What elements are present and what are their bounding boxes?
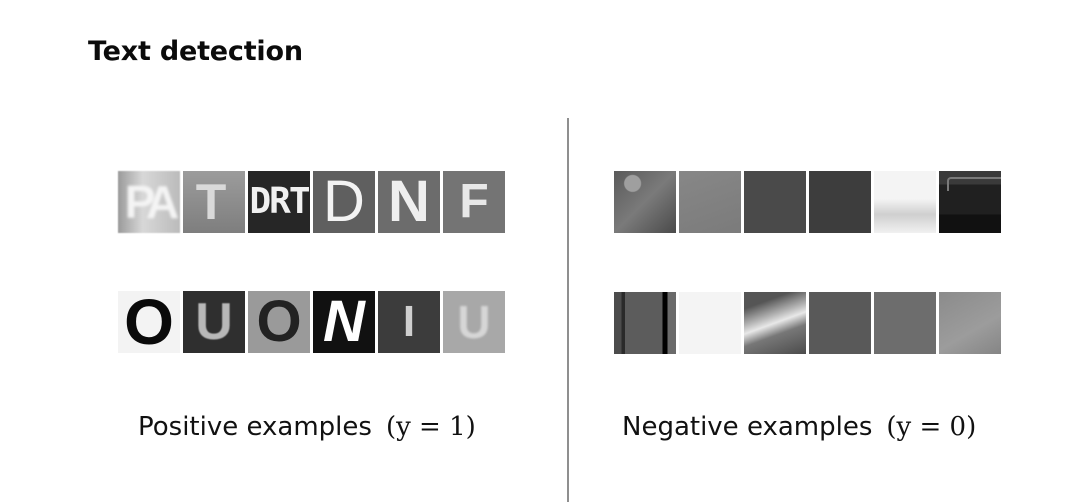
- negative-background-patch: [874, 171, 936, 233]
- patch-letters: DRT: [249, 181, 310, 222]
- positive-caption-text: Positive examples: [138, 412, 372, 442]
- positive-text-patch: D: [313, 171, 375, 233]
- negative-background-patch: [939, 171, 1001, 233]
- negative-background-patch: [744, 292, 806, 354]
- slide-title: Text detection: [88, 36, 303, 67]
- negative-background-patch: [809, 292, 871, 354]
- positive-text-patch: U: [183, 291, 245, 353]
- negative-background-patch: [939, 292, 1001, 354]
- patch-letters: O: [256, 291, 302, 353]
- patch-letters: I: [402, 297, 416, 346]
- patch-letters: N: [323, 291, 365, 353]
- positive-examples-row-2: O U O N I U: [118, 291, 505, 353]
- negative-background-patch: [679, 171, 741, 233]
- patch-letters: N: [388, 171, 430, 233]
- positive-text-patch: U: [443, 291, 505, 353]
- positive-examples-row-1: PA T DRT D N F: [118, 171, 505, 233]
- positive-text-patch: O: [118, 291, 180, 353]
- patch-letters: F: [459, 175, 489, 228]
- patch-letters: PA: [124, 176, 180, 228]
- positive-caption: Positive examples (y = 1): [138, 412, 476, 442]
- positive-text-patch: N: [313, 291, 375, 353]
- patch-letters: U: [457, 296, 491, 348]
- negative-background-patch: [744, 171, 806, 233]
- positive-text-patch: DRT: [248, 171, 310, 233]
- patch-letters: T: [195, 174, 233, 230]
- positive-text-patch: I: [378, 291, 440, 353]
- patch-letters: O: [124, 291, 174, 353]
- patch-letters: U: [195, 293, 233, 351]
- negative-background-patch: [809, 171, 871, 233]
- positive-text-patch: F: [443, 171, 505, 233]
- negative-background-patch: [614, 171, 676, 233]
- negative-background-patch: [679, 292, 741, 354]
- positive-text-patch: PA: [118, 171, 180, 233]
- negative-caption-text: Negative examples: [622, 412, 873, 442]
- positive-text-patch: N: [378, 171, 440, 233]
- column-divider: [567, 118, 569, 502]
- patch-letters: D: [323, 171, 365, 233]
- negative-label-math: (y = 0): [886, 412, 977, 442]
- positive-text-patch: O: [248, 291, 310, 353]
- negative-caption: Negative examples (y = 0): [622, 412, 976, 442]
- negative-examples-row-1: [614, 171, 1001, 233]
- negative-examples-row-2: [614, 292, 1001, 354]
- negative-background-patch: [874, 292, 936, 354]
- positive-label-math: (y = 1): [385, 412, 476, 442]
- negative-background-patch: [614, 292, 676, 354]
- positive-text-patch: T: [183, 171, 245, 233]
